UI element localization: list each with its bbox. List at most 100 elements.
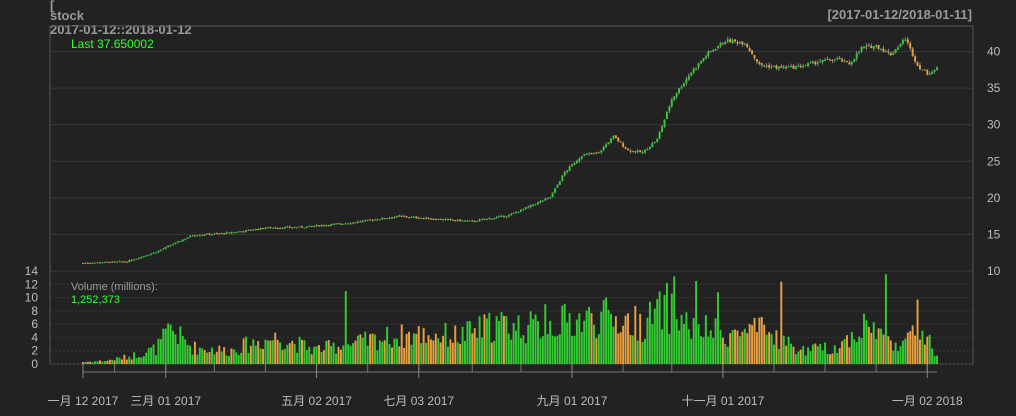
- volume-bar: [719, 329, 722, 364]
- volume-bar: [790, 343, 792, 364]
- candle-body: [96, 262, 99, 264]
- volume-bar: [478, 316, 481, 364]
- candle-body: [473, 220, 476, 222]
- volume-bar: [658, 291, 661, 364]
- volume-bar: [512, 322, 515, 364]
- volume-bar: [373, 334, 376, 364]
- candle-body: [685, 79, 688, 84]
- candle-body: [527, 206, 530, 208]
- volume-bar: [753, 317, 756, 364]
- candle-body: [332, 223, 335, 225]
- volume-bar: [439, 342, 442, 364]
- candle-body: [240, 231, 243, 233]
- volume-bar: [712, 337, 715, 364]
- candle-body: [388, 217, 391, 219]
- candle-body: [546, 197, 549, 199]
- candle-body: [89, 262, 92, 264]
- volume-bar: [799, 349, 802, 364]
- candle-body: [349, 223, 352, 225]
- volume-bar: [583, 320, 586, 364]
- candle-body: [176, 241, 179, 243]
- volume-bar: [208, 351, 211, 364]
- candle-body: [653, 142, 656, 144]
- candle-body: [301, 226, 303, 228]
- volume-bar: [519, 338, 522, 364]
- candle-body: [167, 245, 170, 248]
- candle-body: [366, 219, 369, 221]
- volume-bar: [717, 292, 719, 364]
- volume-bar: [663, 294, 666, 364]
- candle-body: [804, 65, 807, 67]
- volume-bar: [831, 353, 834, 364]
- volume-bar: [780, 281, 783, 364]
- candle-body: [534, 204, 537, 206]
- volume-bar: [125, 359, 128, 364]
- candle-body: [838, 58, 841, 60]
- volume-bar: [877, 328, 880, 364]
- volume-bar: [242, 338, 245, 364]
- candle-body: [315, 225, 318, 227]
- volume-bar: [627, 313, 629, 364]
- candle-body: [860, 47, 863, 51]
- candle-body: [123, 261, 126, 263]
- candle-body: [670, 99, 673, 107]
- volume-bar: [169, 324, 172, 364]
- volume-bar: [344, 290, 347, 364]
- candle-body: [505, 216, 508, 218]
- volume-bar: [678, 330, 681, 364]
- candle-body: [257, 229, 260, 231]
- candle-body: [517, 211, 520, 213]
- volume-bar: [215, 351, 218, 364]
- volume-bar: [894, 342, 897, 364]
- candle-body: [259, 227, 262, 230]
- volume-bar: [517, 315, 520, 364]
- price-y-tick-label: 40: [987, 45, 1001, 59]
- volume-bar: [308, 346, 311, 364]
- volume-bar: [442, 335, 445, 364]
- volume-bar: [841, 341, 844, 364]
- volume-bar: [296, 352, 299, 364]
- volume-bar: [680, 314, 683, 364]
- candle-body: [174, 242, 177, 245]
- candle-body: [807, 63, 810, 66]
- candle-body: [794, 66, 797, 70]
- candle-body: [780, 66, 783, 68]
- volume-bar: [449, 339, 452, 364]
- candle-body: [573, 163, 576, 165]
- candle-body: [206, 233, 209, 235]
- candle-body: [622, 143, 625, 147]
- volume-bar: [354, 340, 357, 364]
- candle-body: [687, 75, 690, 80]
- volume-bar: [174, 334, 177, 364]
- candle-body: [512, 212, 515, 214]
- candle-body: [364, 220, 367, 222]
- volume-bar: [629, 334, 632, 364]
- candle-body: [541, 200, 544, 202]
- volume-bar: [135, 358, 138, 364]
- candle-body: [627, 148, 629, 151]
- volume-bar: [498, 321, 501, 364]
- x-tick-label: 三月 01 2017: [130, 394, 201, 408]
- candle-body: [116, 261, 119, 263]
- candle-body: [931, 71, 934, 75]
- volume-bar: [103, 361, 106, 364]
- candle-body: [797, 65, 800, 67]
- volume-bar: [490, 342, 493, 364]
- candle-body: [566, 170, 569, 172]
- volume-bar: [432, 340, 435, 364]
- volume-bar: [96, 361, 99, 364]
- candle-body: [271, 227, 274, 229]
- volume-bar: [415, 333, 418, 364]
- volume-bar: [108, 359, 111, 364]
- candle-body: [471, 220, 474, 222]
- candle-body: [225, 232, 228, 234]
- volume-bar: [403, 347, 406, 364]
- candle-body: [437, 218, 440, 220]
- price-y-tick-label: 10: [987, 264, 1001, 278]
- volume-bar: [288, 343, 291, 364]
- candle-body: [933, 69, 936, 72]
- candle-body: [376, 219, 379, 221]
- volume-bar: [556, 335, 559, 364]
- volume-bar: [283, 348, 286, 364]
- candle-body: [923, 69, 926, 71]
